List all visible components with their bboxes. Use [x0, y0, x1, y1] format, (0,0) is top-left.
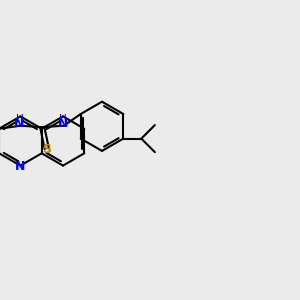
Text: N: N	[58, 117, 68, 130]
Text: S: S	[42, 143, 51, 156]
Text: H: H	[16, 114, 23, 124]
Text: N: N	[15, 160, 26, 173]
Text: H: H	[59, 114, 67, 124]
Text: N: N	[14, 117, 25, 130]
